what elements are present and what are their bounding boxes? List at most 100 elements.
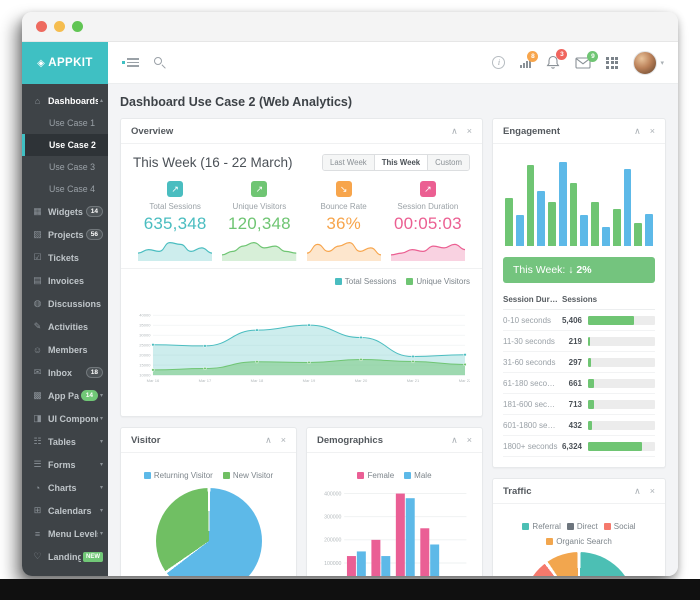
sidebar-subitem-use-case-4[interactable]: Use Case 4 [49,184,95,194]
collapse-icon[interactable]: ∧ [451,126,458,136]
close-icon[interactable]: × [649,126,655,136]
widgets-icon: ▦ [33,206,42,216]
banner-label: This Week: [513,264,566,276]
sidebar-item-calendars[interactable]: ⊞ Calendars ▾ [22,499,108,522]
search-icon[interactable] [153,56,166,69]
engagement-bar [569,182,578,246]
sessions-bar-fill [588,315,634,325]
collapse-icon[interactable]: ∧ [451,435,458,445]
svg-text:Mar 16: Mar 16 [147,378,160,383]
duration-label: 181-600 seconds [503,399,558,409]
legend-label: Direct [576,522,598,531]
last-week-button[interactable]: Last Week [323,155,374,170]
sparkline-unique-visitors [222,241,297,262]
mail-icon[interactable]: 9 [575,50,599,69]
sidebar-item-forms[interactable]: ☰ Forms ▾ [22,453,108,476]
demographics-chart-legend: Female Male [319,471,470,480]
sidebar-item-tables[interactable]: ☷ Tables ▾ [22,430,108,453]
stats-count-badge: 8 [527,51,539,62]
table-row: 1800+ seconds 6,324 [503,436,655,457]
engagement-bar [591,202,600,246]
svg-text:200000: 200000 [324,538,341,544]
sidebar-item-inbox[interactable]: ✉ Inbox 18 [22,361,108,384]
kpi-value: 36% [326,214,361,233]
kpi-stats-row: ↗ Total Sessions 635,348 ↗ Unique Visitors 12… [133,181,470,262]
sessions-bar-track [588,420,655,430]
close-icon[interactable]: × [649,486,655,496]
caret-down-icon: ▾ [99,485,103,491]
chevron-down-icon: ▾ [660,59,664,67]
info-icon[interactable]: i [492,56,506,69]
sidebar-item-discussions[interactable]: ◍ Discussions [22,292,108,315]
engagement-card-title: Engagement [503,126,561,137]
sidebar-subitem-use-case-2[interactable]: Use Case 2 [22,134,108,156]
stats-icon[interactable]: 8 [520,51,539,68]
sidebar-item-menu-levels[interactable]: ≡ Menu Levels ▾ [22,522,108,545]
sidebar-item-help[interactable]: ⊕ Help [22,568,108,576]
avatar [633,50,658,75]
caret-up-icon: ▴ [99,98,103,104]
caret-down-icon: ▾ [99,508,103,514]
kpi-unique-visitors: ↗ Unique Visitors 120,348 [217,181,301,262]
kpi-total-sessions: ↗ Total Sessions 635,348 [133,181,217,262]
close-icon[interactable]: × [466,126,472,136]
sidebar-item-ui-components[interactable]: ◨ UI Components▾ [22,407,108,430]
sessions-bar-track [588,399,655,409]
legend-label: Male [414,471,432,480]
sidebar-item-label: Tickets [48,252,79,263]
this-week-button[interactable]: This Week [373,155,428,170]
projects-icon: ▧ [33,229,42,239]
sidebar-item-members[interactable]: ☺ Members [22,338,108,361]
window-titlebar [22,12,678,42]
sessions-bar-fill [588,336,590,346]
svg-text:400000: 400000 [324,491,341,497]
user-menu[interactable]: ▾ [633,50,664,75]
collapse-icon[interactable]: ∧ [634,126,641,136]
close-icon[interactable]: × [280,435,286,445]
sidebar-item-landing-page[interactable]: ♡ Landing PageNEW [22,545,108,568]
traffic-card-title: Traffic [503,486,532,497]
minimize-window-button[interactable] [54,21,65,32]
sparkline-session-duration [390,243,465,262]
app-logo[interactable]: ◈ APPKIT [22,42,108,84]
bell-icon[interactable]: 3 [546,49,568,70]
close-icon[interactable]: × [466,435,472,445]
menu-toggle-icon[interactable] [122,58,139,67]
custom-range-button[interactable]: Custom [427,155,469,170]
sparkline-total-sessions [138,241,213,262]
svg-text:15000: 15000 [139,362,151,367]
maximize-window-button[interactable] [72,21,83,32]
sessions-bar-fill [588,420,592,430]
engagement-bar-chart [505,158,653,246]
close-window-button[interactable] [36,21,47,32]
sidebar-item-label: Widgets [48,206,83,217]
landing-page-icon: ♡ [33,551,42,561]
sidebar-subitem-use-case-3[interactable]: Use Case 3 [49,162,95,172]
sidebar-subitem-use-case-1[interactable]: Use Case 1 [49,118,95,128]
sessions-value: 661 [568,378,582,388]
engagement-bar [623,168,632,246]
members-icon: ☺ [32,344,43,355]
sidebar-item-tickets[interactable]: ☑ Tickets [22,246,108,269]
sidebar-item-widgets[interactable]: ▦ Widgets 14 [22,200,108,223]
sidebar-item-app-pages[interactable]: ▩ App Pages14▾ [22,384,108,407]
trend-up-icon: ↗ [419,181,436,197]
calendars-icon: ⊞ [33,505,42,515]
activities-icon: ✎ [33,321,42,331]
engagement-bar [537,191,546,246]
apps-grid-icon[interactable] [606,56,619,69]
legend-label: Total Sessions [344,277,397,286]
app-window: ◈ APPKIT ⌂ Dashboards ▴ Use Case 1 Use Case … [22,12,678,576]
sidebar-item-charts[interactable]: ◔ Charts ▾ [22,476,108,499]
collapse-icon[interactable]: ∧ [265,435,272,445]
collapse-icon[interactable]: ∧ [634,486,641,496]
sidebar-item-activities[interactable]: ✎ Activities [22,315,108,338]
visitor-pie-chart [155,488,262,576]
sidebar-item-invoices[interactable]: ▤ Invoices [22,269,108,292]
sidebar-item-dashboards[interactable]: ⌂ Dashboards ▴ [22,89,108,112]
svg-text:Mar 21: Mar 21 [407,378,420,383]
sidebar-nav: ⌂ Dashboards ▴ Use Case 1 Use Case 2 Use Case… [22,84,108,576]
visitor-chart-legend: Returning Visitor New Visitor [133,471,284,480]
sidebar-item-label: Invoices [48,275,85,286]
sidebar-item-projects[interactable]: ▧ Projects 56 [22,223,108,246]
